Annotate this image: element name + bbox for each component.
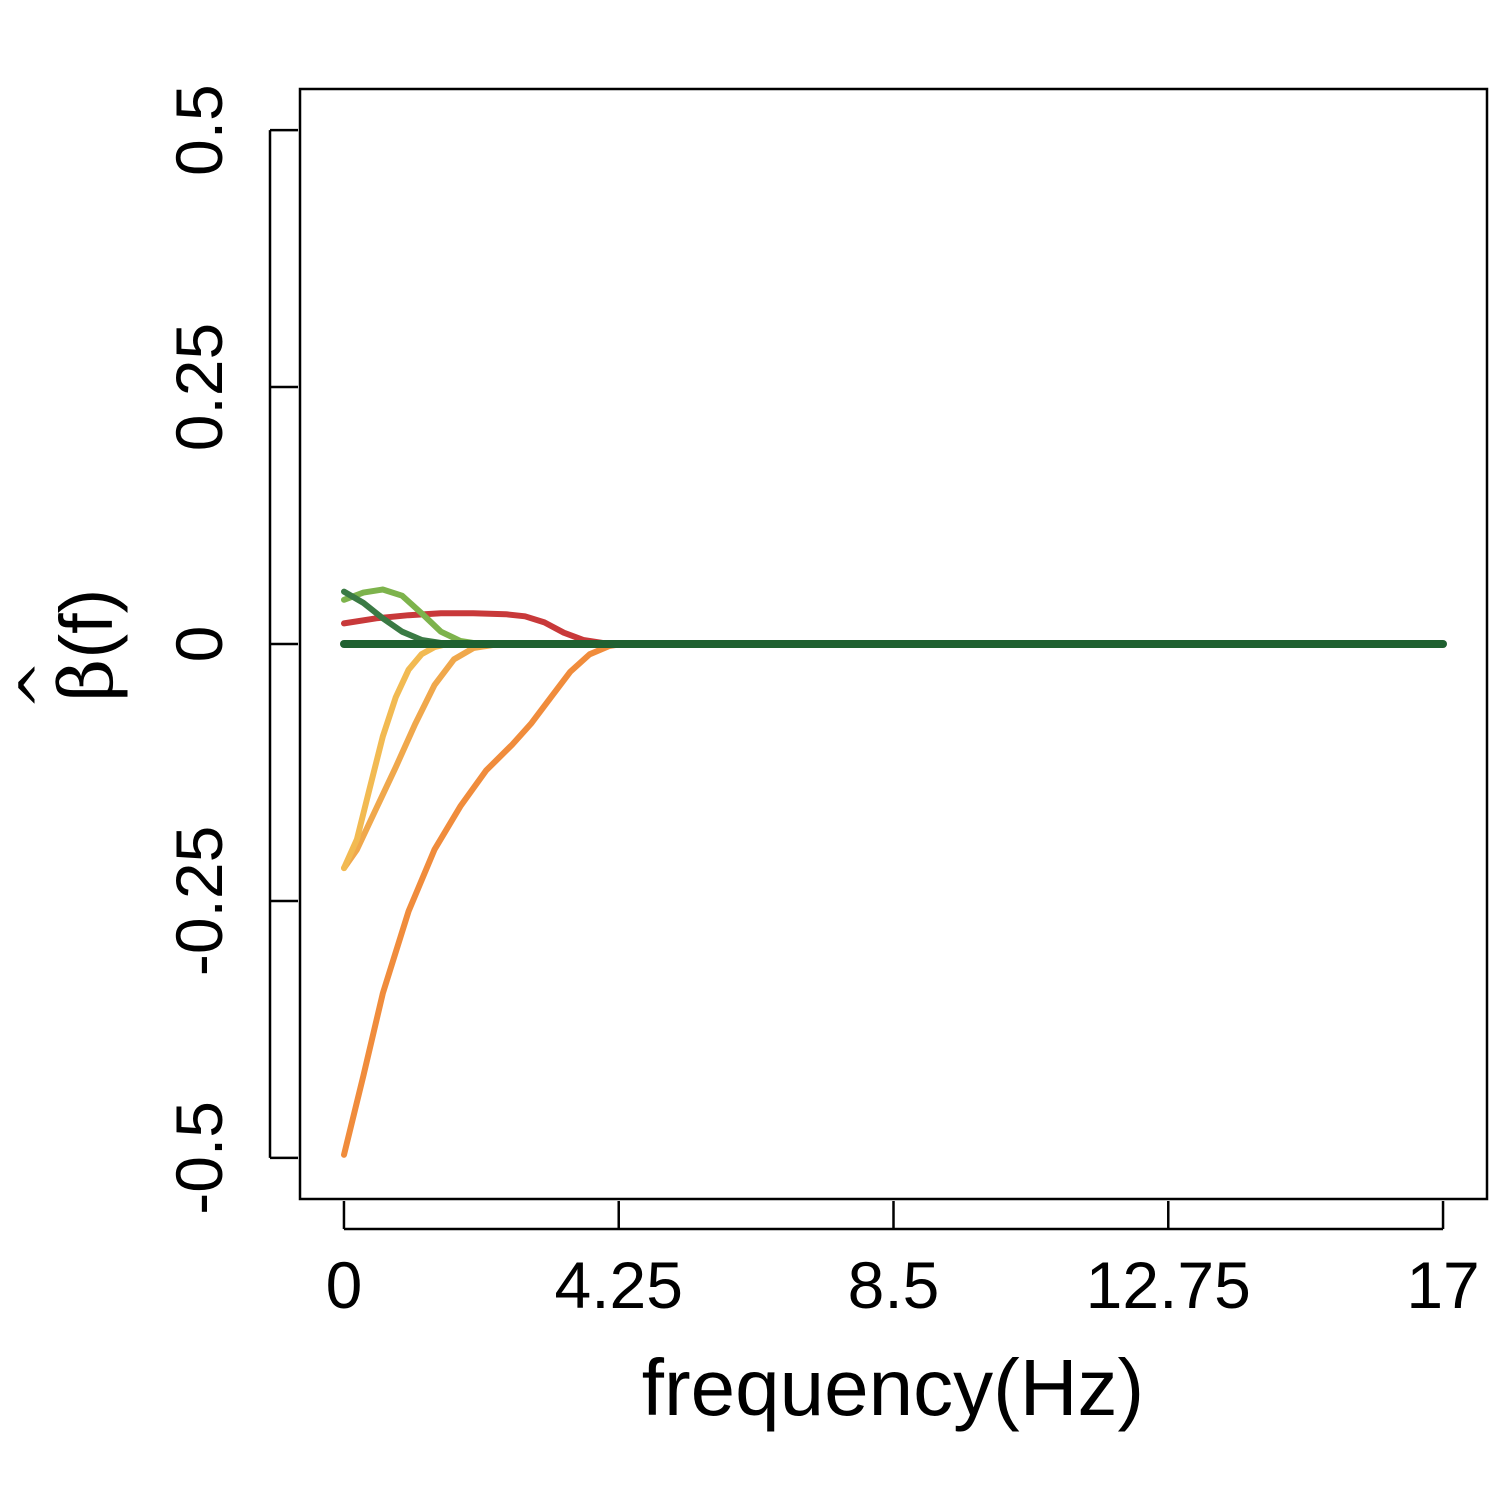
y-axis-label-symbol: β — [44, 659, 130, 702]
series-line-6 — [341, 588, 1446, 647]
series-line-3 — [341, 641, 1446, 872]
plot-area — [298, 87, 1489, 1201]
x-tick-label: 8.5 — [848, 1248, 940, 1322]
x-tick-label: 0 — [326, 1248, 363, 1322]
svg-text:β(f): β(f) — [44, 589, 130, 702]
x-tick-label: 17 — [1406, 1248, 1479, 1322]
y-tick-label: -0.5 — [162, 1101, 236, 1215]
plot-frame — [298, 87, 1489, 1201]
y-axis-label-hat: ^ — [7, 660, 77, 710]
y-tick-label: 0.5 — [162, 84, 236, 176]
y-tick-label: -0.25 — [162, 826, 236, 976]
series-line-2 — [341, 641, 1446, 872]
y-axis-label-arg: (f) — [45, 589, 128, 659]
x-axis-label: frequency(Hz) — [642, 1343, 1144, 1432]
x-tick-label: 4.25 — [554, 1248, 682, 1322]
y-tick-label: 0 — [162, 626, 236, 663]
x-tick-label: 12.75 — [1086, 1248, 1251, 1322]
y-axis-label: β(f) ^ — [7, 589, 130, 710]
y-axis: -0.5 -0.25 0 0.25 0.5 — [162, 84, 298, 1215]
x-axis: 0 4.25 8.5 12.75 17 — [326, 1201, 1480, 1322]
series-layer — [340, 586, 1447, 1158]
y-tick-label: 0.25 — [162, 323, 236, 451]
series-line-4 — [341, 610, 1446, 647]
series-line-1 — [341, 641, 1446, 1158]
